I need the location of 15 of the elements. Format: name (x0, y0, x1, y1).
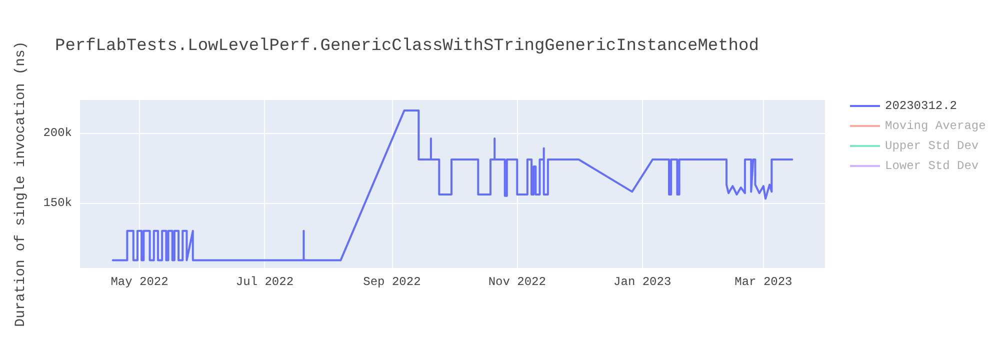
line-series (112, 110, 794, 262)
x-tick-label: Nov 2022 (488, 275, 546, 289)
x-tick-label: May 2022 (110, 275, 168, 289)
legend-label: Lower Std Dev (885, 159, 979, 173)
y-tick-label: 200k (43, 126, 72, 140)
x-tick-label: Sep 2022 (363, 275, 421, 289)
x-tick-label: Jan 2023 (614, 275, 672, 289)
legend-label: 20230312.2 (885, 99, 958, 113)
chart-title: PerfLabTests.LowLevelPerf.GenericClassWithSTringGenericInstanceMethod (55, 37, 759, 56)
x-tick-label: Jul 2022 (236, 275, 294, 289)
x-tick-label: Mar 2023 (734, 275, 792, 289)
legend-label: Moving Average (885, 119, 986, 133)
y-tick-label: 150k (43, 196, 72, 210)
legend-label: Upper Std Dev (885, 139, 979, 153)
y-axis-title: Duration of single invocation (ns) (13, 41, 29, 327)
